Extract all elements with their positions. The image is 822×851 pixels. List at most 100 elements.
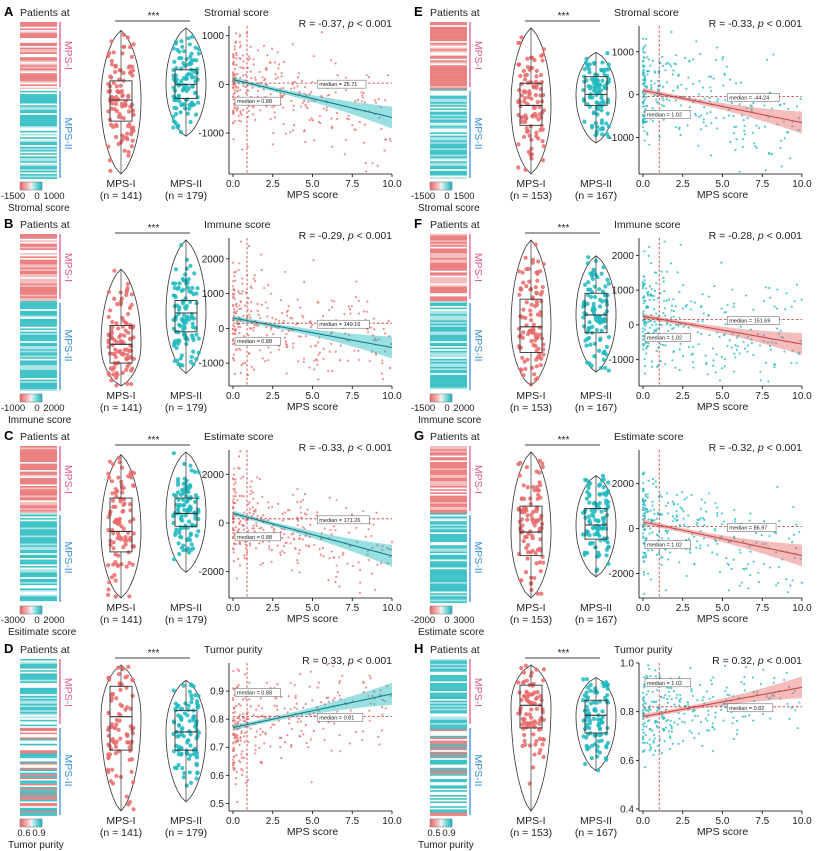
heatmap-row [430, 747, 467, 749]
heatmap-row [430, 142, 467, 144]
scatter-point [646, 493, 649, 496]
violin-xlabel-2: MPS-II [170, 390, 202, 402]
confidence-band [643, 519, 802, 567]
heatmap-row [430, 108, 467, 111]
violin-point [186, 489, 191, 495]
heatmap-row [430, 470, 467, 472]
scatter-point [664, 589, 668, 592]
scatter-point [252, 329, 255, 332]
x-tick-label: 5.0 [306, 391, 320, 402]
scatter-point [292, 342, 295, 345]
violin-point [533, 550, 538, 556]
scatter-point [683, 498, 686, 501]
heatmap-row [430, 697, 467, 700]
heatmap-row [430, 82, 467, 85]
heatmap-row [20, 28, 57, 31]
violin-point [589, 271, 594, 277]
violin-point [523, 167, 528, 173]
heatmap-row [20, 336, 57, 339]
violin-point [530, 257, 536, 262]
scatter-point [692, 345, 695, 348]
scatter-point [232, 293, 236, 296]
y-tick-label: 1000 [202, 31, 225, 42]
scatter-point [787, 107, 790, 111]
violin-point [521, 330, 526, 335]
scatter-point [642, 537, 645, 540]
scatter-point [783, 137, 786, 140]
scatter-point [750, 338, 753, 341]
heatmap-row [20, 333, 57, 335]
scatter-point [660, 323, 663, 327]
violin-point [526, 94, 531, 100]
violin-point [113, 490, 118, 495]
scatter-point [328, 557, 331, 560]
scatter-point [379, 689, 382, 692]
heatmap-row [430, 710, 467, 712]
colorbar-cell [436, 606, 438, 614]
scatter-point [644, 328, 647, 331]
heatmap-row [430, 569, 467, 571]
scatter-point [310, 117, 313, 120]
scatter-point [291, 129, 295, 132]
heatmap-row [20, 518, 57, 520]
colorbar-cell [35, 819, 37, 827]
violin-xlabel-2: MPS-II [170, 602, 202, 614]
heatmap-row [20, 66, 57, 69]
group1-side-label: MPS-I [472, 253, 484, 282]
heatmap-row [430, 122, 467, 125]
violin-group1 [510, 663, 552, 812]
violin-point [114, 123, 119, 129]
scatter-point [374, 337, 377, 340]
scatter-point [238, 494, 241, 498]
scatter-point [298, 548, 301, 552]
violin-point [125, 364, 130, 369]
scatter-point [682, 523, 686, 526]
colorbar-cell [37, 819, 39, 827]
heatmap-row [20, 38, 57, 40]
heatmap-row [430, 775, 467, 778]
heatmap-row [430, 98, 467, 101]
scatter-point [681, 508, 684, 511]
heatmap-row [20, 452, 57, 455]
scatter-point [236, 737, 239, 740]
heatmap-row [430, 711, 467, 714]
scatter-point [660, 537, 663, 540]
scatter-point [269, 117, 272, 121]
violin-point [111, 504, 116, 509]
violin-point [188, 531, 193, 536]
colorbar-frame [19, 181, 43, 191]
colorbar-cell [432, 606, 434, 614]
heatmap-row [20, 254, 57, 257]
heatmap-row [20, 583, 57, 586]
heatmap-row [430, 172, 467, 175]
scatter-point [232, 669, 235, 673]
scatter-point [376, 164, 379, 167]
heatmap-row [20, 708, 57, 711]
heatmap-row [20, 362, 57, 364]
scatter-point [322, 107, 325, 110]
violin-point [586, 255, 591, 260]
scatter-point [790, 361, 793, 365]
colorbar-cell [437, 182, 439, 190]
scatter-point [254, 547, 258, 550]
heatmap-row [430, 807, 467, 810]
violin-point [124, 794, 129, 799]
violin-point [106, 109, 111, 114]
violin-point [124, 538, 129, 543]
scatter-point [642, 500, 646, 504]
violin-point [528, 715, 534, 720]
scatter-point [297, 72, 300, 75]
group2-side-label: MPS-II [472, 117, 484, 149]
patients-at-label: Patients at [20, 7, 70, 19]
scatter-point [282, 319, 286, 322]
scatter-point [317, 378, 320, 381]
scatter-point [649, 578, 652, 581]
heatmap-row [430, 457, 467, 459]
heatmap-row [20, 710, 57, 712]
heatmap-row [430, 679, 467, 682]
heatmap-row [430, 143, 467, 146]
colorbar-cell [39, 606, 41, 614]
scatter-point [699, 517, 702, 520]
scatter-point [682, 510, 685, 513]
scatter-point [321, 546, 325, 550]
